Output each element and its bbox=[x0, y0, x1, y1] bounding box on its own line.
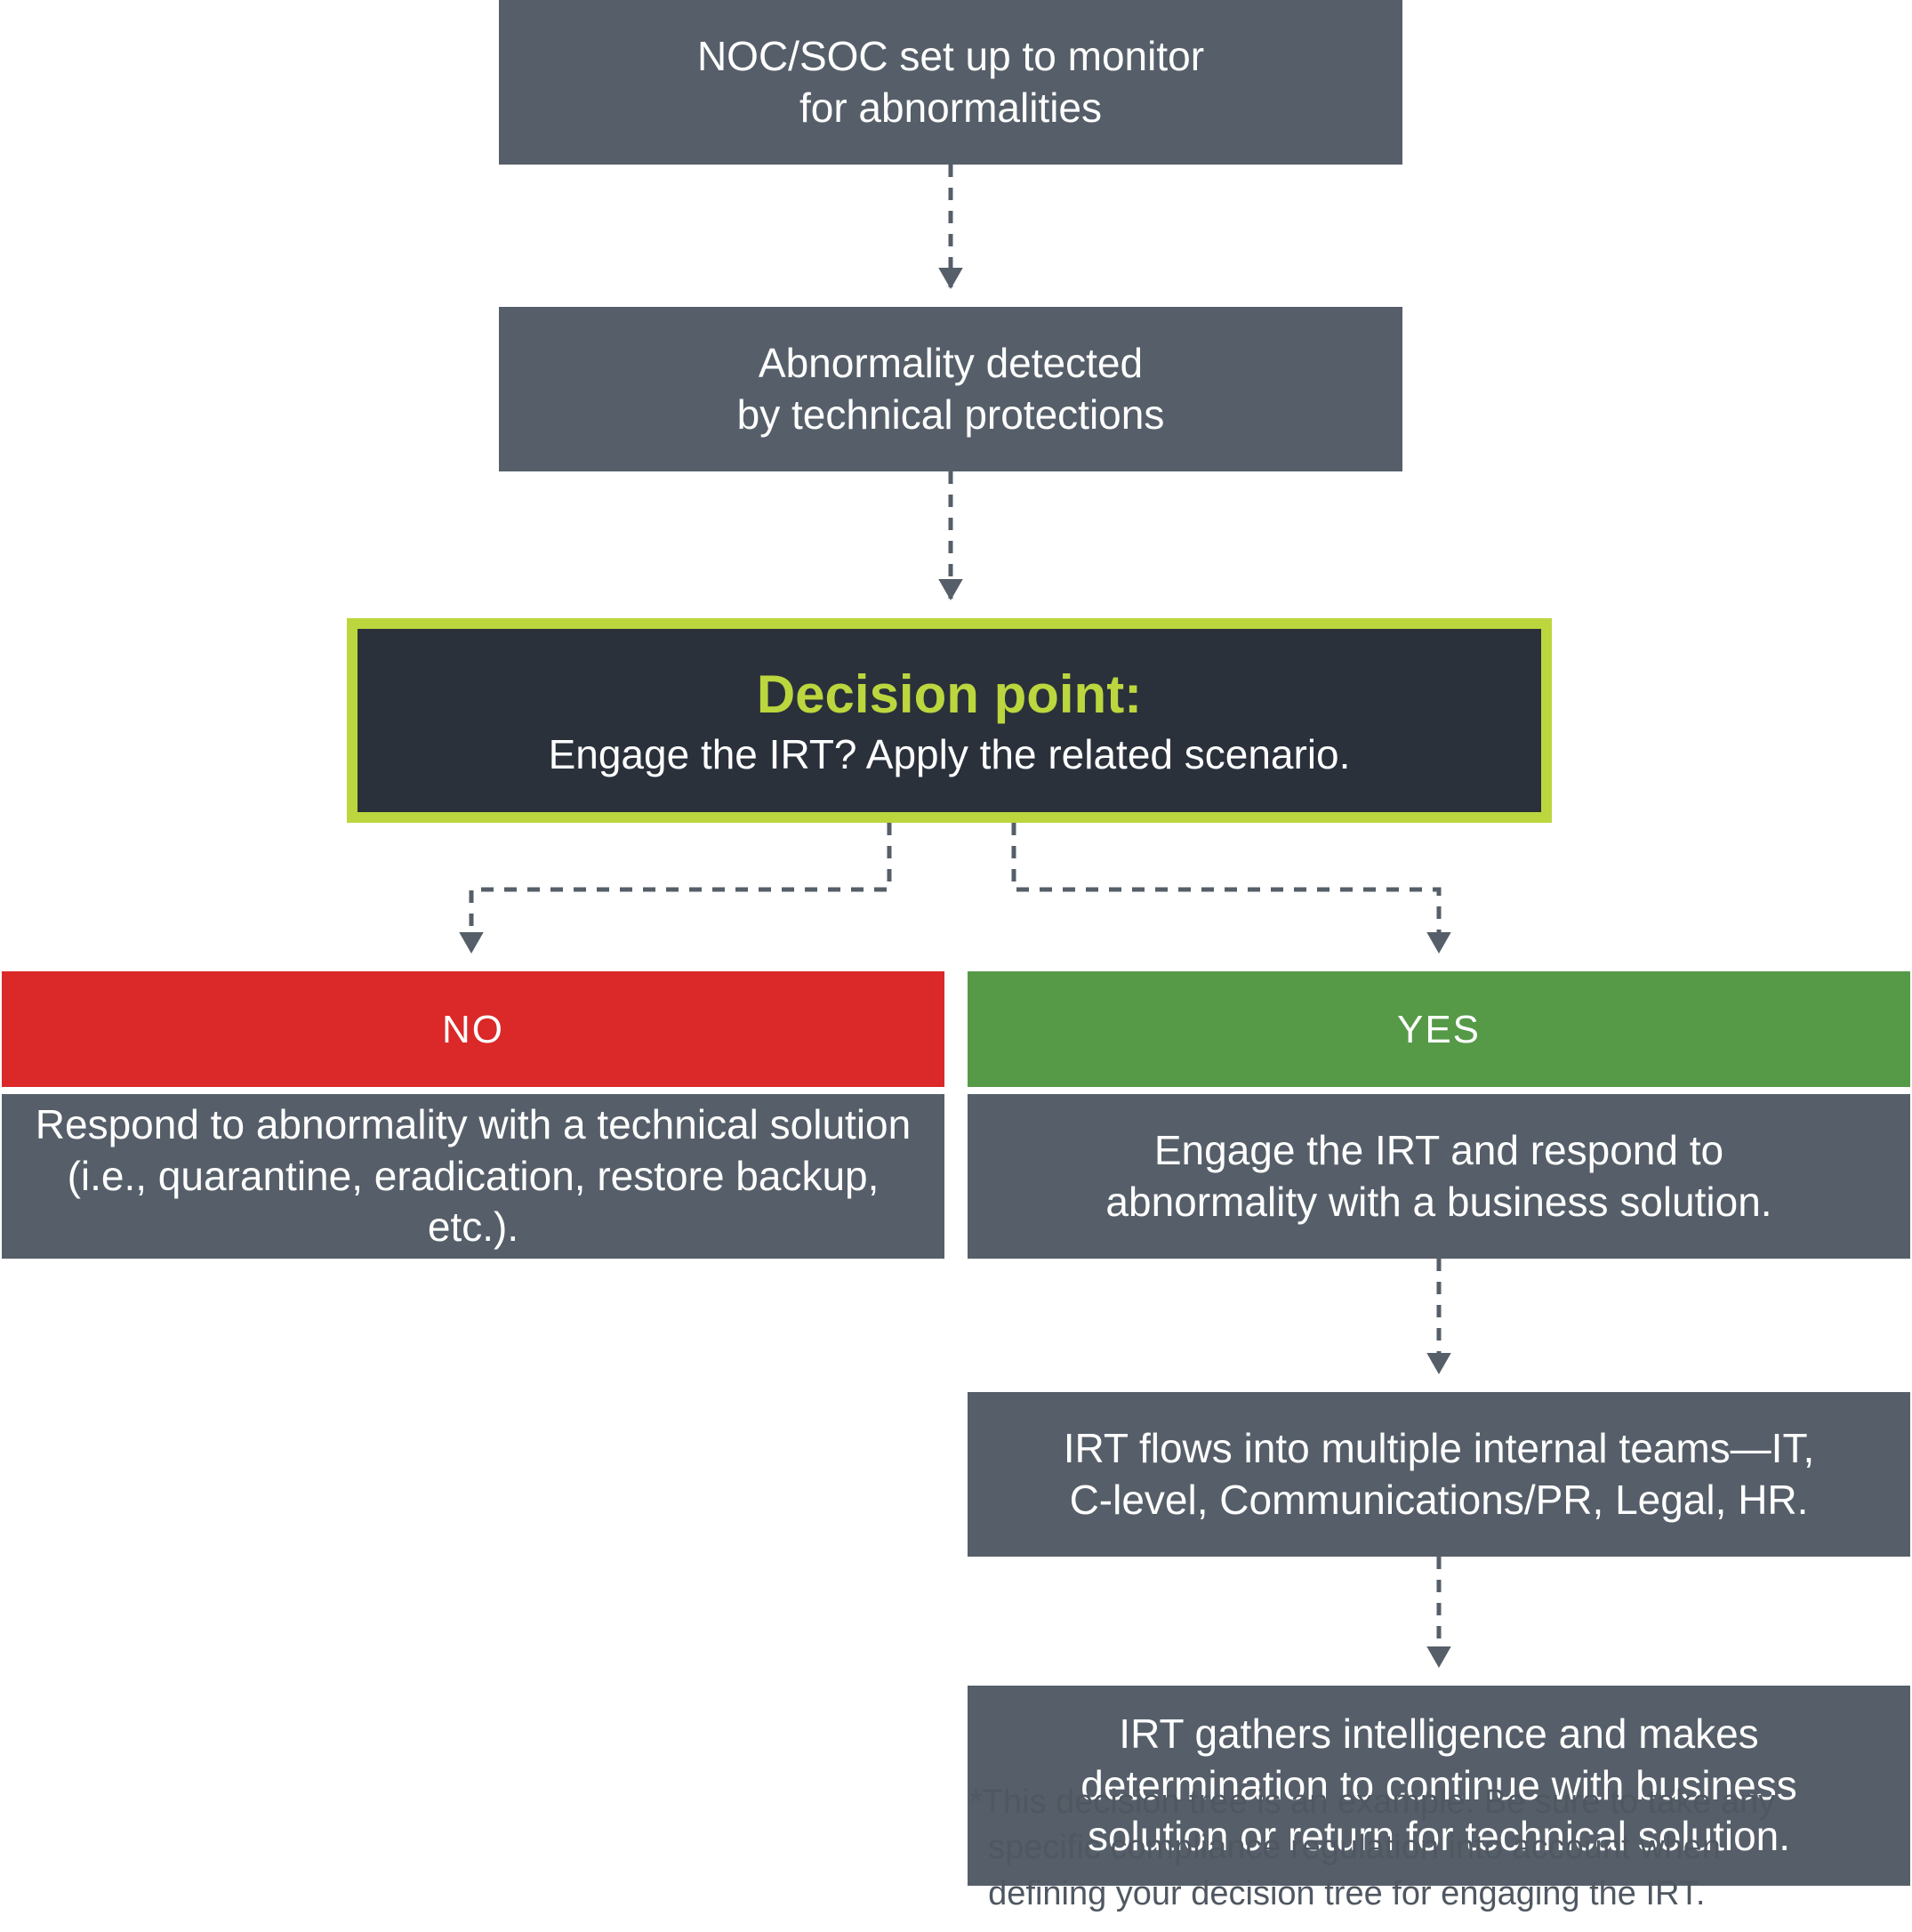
node-text-yes_desc: Engage the IRT and respond to abnormalit… bbox=[1105, 1125, 1771, 1228]
flowchart-canvas: NOC/SOC set up to monitor for abnormalit… bbox=[0, 0, 1912, 1932]
arrowhead-e5 bbox=[1426, 1646, 1451, 1668]
node-yes_desc: Engage the IRT and respond to abnormalit… bbox=[968, 1094, 1910, 1259]
node-no_label: NO bbox=[2, 971, 944, 1087]
node-yes_label: YES bbox=[968, 971, 1910, 1087]
footnote: *This decision tree is an example. Be su… bbox=[969, 1780, 1775, 1917]
decision-title: Decision point: bbox=[757, 664, 1142, 725]
arrowhead-e3-right bbox=[1426, 932, 1451, 954]
node-text-no_label: NO bbox=[442, 1005, 504, 1054]
arrowhead-e2 bbox=[938, 579, 963, 600]
edge-e3-right bbox=[1014, 823, 1439, 952]
node-text-n1: NOC/SOC set up to monitor for abnormalit… bbox=[697, 31, 1204, 133]
node-decision: Decision point: Engage the IRT? Apply the… bbox=[347, 618, 1552, 823]
node-n1: NOC/SOC set up to monitor for abnormalit… bbox=[499, 0, 1402, 165]
node-text-yes_flow: IRT flows into multiple internal teams—I… bbox=[1064, 1423, 1815, 1525]
connectors-layer bbox=[0, 0, 1912, 1932]
node-n2: Abnormality detected by technical protec… bbox=[499, 307, 1402, 471]
arrowhead-e3-left bbox=[459, 932, 484, 954]
edge-e3-left bbox=[471, 823, 889, 952]
arrowhead-e1 bbox=[938, 268, 963, 289]
decision-subtitle: Engage the IRT? Apply the related scenar… bbox=[549, 730, 1351, 778]
node-text-no_desc: Respond to abnormality with a technical … bbox=[28, 1099, 918, 1253]
node-no_desc: Respond to abnormality with a technical … bbox=[2, 1094, 944, 1259]
node-text-n2: Abnormality detected by technical protec… bbox=[737, 338, 1165, 440]
node-text-yes_label: YES bbox=[1397, 1005, 1481, 1054]
node-yes_flow: IRT flows into multiple internal teams—I… bbox=[968, 1392, 1910, 1557]
arrowhead-e4 bbox=[1426, 1353, 1451, 1374]
